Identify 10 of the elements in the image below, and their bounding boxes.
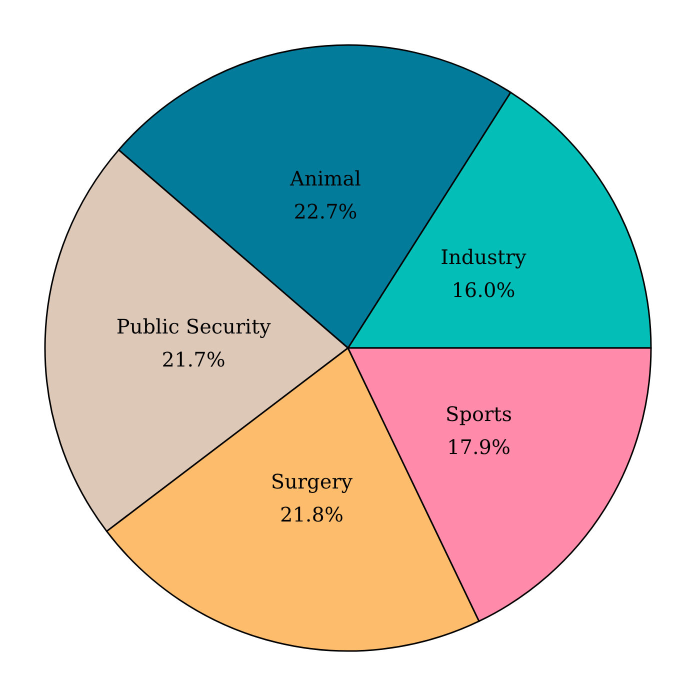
data-label: 21.7% bbox=[162, 348, 226, 372]
data-label: 21.8% bbox=[280, 502, 344, 527]
slice-label: Surgery bbox=[270, 470, 354, 494]
data-label: 22.7% bbox=[294, 200, 358, 224]
slice-label: Public Security bbox=[116, 314, 272, 339]
slice-label: Animal bbox=[289, 166, 362, 191]
slice-label: Sports bbox=[446, 402, 512, 426]
slice-label: Industry bbox=[440, 245, 527, 270]
data-label: 16.0% bbox=[452, 278, 516, 302]
data-label: 17.9% bbox=[446, 434, 511, 459]
